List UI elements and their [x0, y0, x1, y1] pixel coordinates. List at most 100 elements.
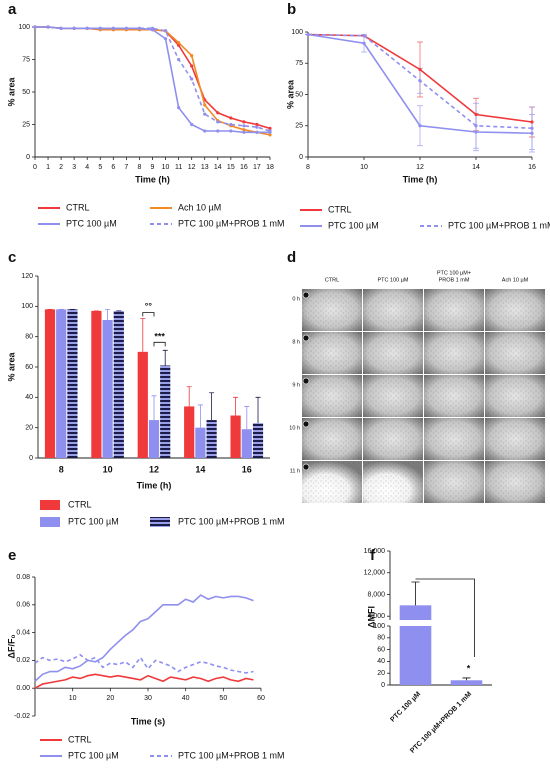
legend-label: CTRL — [68, 499, 92, 509]
error-bar — [151, 395, 157, 421]
bar — [56, 309, 67, 458]
x-tick-label: 10 — [360, 164, 368, 171]
bar — [230, 415, 241, 458]
image-texture — [302, 375, 362, 417]
data-point — [72, 26, 76, 30]
y-tick-label: 40 — [25, 394, 33, 401]
data-point — [242, 128, 246, 132]
y-tick-label: 20 — [377, 670, 385, 677]
y-axis-title: ΔMFI — [366, 606, 376, 628]
data-point — [124, 26, 128, 30]
bar — [113, 310, 124, 458]
bar — [399, 605, 432, 620]
x-tick-label: 2 — [59, 164, 63, 171]
image-texture — [424, 375, 484, 417]
data-point — [203, 112, 207, 116]
image-texture — [424, 418, 484, 460]
significance-bracket — [142, 312, 155, 317]
data-point — [418, 67, 422, 72]
legend-label: PTC 100 µM — [68, 516, 119, 526]
y-tick-label: 16,000 — [364, 548, 386, 555]
image-marker — [302, 463, 310, 471]
x-axis-title: Time (h) — [137, 480, 172, 490]
data-point — [362, 34, 366, 38]
y-tick-label: 0 — [299, 154, 303, 161]
bar — [67, 309, 78, 458]
data-point — [474, 112, 478, 117]
image-texture — [485, 461, 545, 503]
data-line — [34, 653, 254, 674]
image-texture — [424, 461, 484, 503]
y-tick-label: 100 — [291, 29, 303, 36]
x-tick-label: 10 — [162, 164, 170, 171]
data-point — [242, 124, 246, 128]
data-point — [163, 37, 168, 41]
bar — [195, 427, 206, 458]
image-texture — [302, 332, 362, 374]
image-marker — [302, 334, 310, 342]
data-point — [203, 103, 207, 107]
x-tick-label: 8 — [137, 164, 141, 171]
data-point — [111, 26, 115, 30]
data-point — [242, 120, 246, 124]
y-tick-label: 75 — [295, 60, 303, 67]
legend-label: Ach 10 µM — [178, 202, 221, 212]
bar — [44, 309, 56, 458]
legend-label: CTRL — [66, 202, 90, 212]
panel-letter: e — [8, 547, 16, 564]
y-tick-label: 8,000 — [367, 591, 385, 598]
significance-bracket — [153, 341, 166, 347]
y-axis-title: ΔF/F₀ — [6, 634, 16, 658]
data-point — [362, 41, 366, 45]
x-tick-label: 30 — [144, 695, 152, 702]
data-point — [229, 116, 233, 120]
x-tick-label: 20 — [106, 695, 114, 702]
data-point — [255, 130, 259, 134]
x-tick-label: 16 — [242, 464, 252, 474]
y-tick-label: 0 — [26, 154, 30, 161]
y-tick-label: 25 — [295, 123, 303, 130]
data-point — [306, 32, 310, 37]
x-tick-label: 18 — [266, 164, 274, 171]
x-tick-label: PTC 100 µM — [389, 691, 422, 724]
x-tick-label: 14 — [214, 164, 222, 171]
error-bar — [411, 581, 420, 606]
y-tick-label: -0.02 — [14, 713, 30, 720]
x-tick-label: PTC 100 µM+PROB 1 mM — [409, 691, 473, 755]
bar — [137, 351, 148, 458]
x-tick-label: 9 — [151, 164, 155, 171]
y-tick-label: 0.08 — [16, 574, 30, 581]
x-axis-title: Time (h) — [135, 174, 170, 184]
x-tick-label: 7 — [124, 164, 128, 171]
bar — [184, 406, 195, 458]
image-texture — [424, 289, 484, 331]
error-bar — [162, 349, 168, 366]
y-tick-label: 80 — [25, 334, 33, 341]
error-bar — [209, 392, 215, 421]
y-tick-label: 100 — [373, 623, 385, 630]
data-point — [229, 122, 233, 127]
y-tick-label: 75 — [22, 56, 30, 63]
x-tick-label: 4 — [85, 164, 89, 171]
data-point — [163, 29, 168, 33]
x-tick-label: 10 — [69, 695, 77, 702]
image-texture — [302, 289, 362, 331]
data-point — [229, 129, 233, 133]
data-point — [98, 26, 102, 30]
data-point — [530, 120, 534, 124]
x-tick-label: 6 — [111, 164, 115, 171]
column-label: PROB 1 mM — [439, 277, 470, 283]
y-tick-label: 0 — [29, 455, 33, 462]
data-point — [418, 124, 422, 128]
bar — [91, 310, 102, 458]
data-point — [203, 129, 207, 133]
data-point — [177, 41, 181, 45]
x-tick-label: 8 — [306, 164, 310, 171]
bar — [399, 626, 432, 685]
error-bar — [186, 386, 192, 407]
x-tick-label: 12 — [149, 464, 159, 474]
error-bar — [140, 318, 146, 352]
data-point — [530, 126, 534, 130]
column-label: Ach 10 µM — [502, 277, 529, 283]
data-line — [35, 26, 271, 132]
